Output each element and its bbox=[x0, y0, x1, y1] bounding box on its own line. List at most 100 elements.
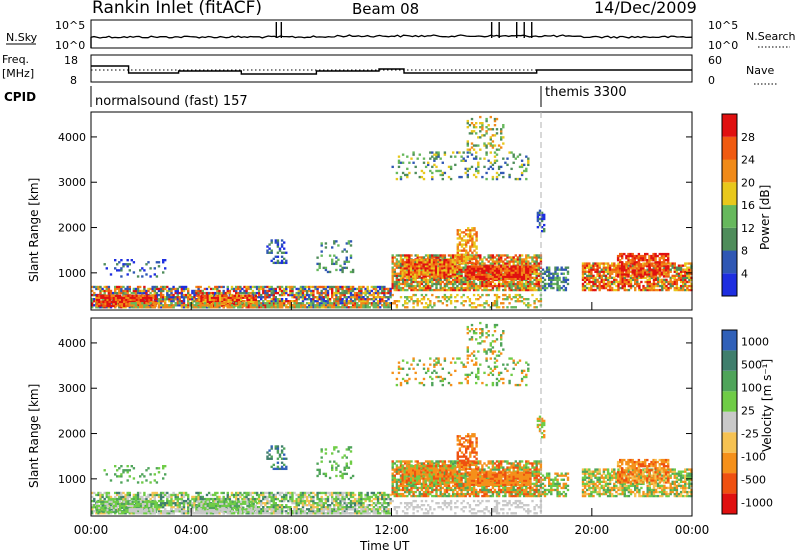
power-cell bbox=[520, 282, 524, 286]
power-cell bbox=[487, 269, 490, 272]
power-cell bbox=[445, 269, 448, 272]
power-cell bbox=[510, 269, 513, 272]
power-cell bbox=[447, 263, 450, 266]
power-cell bbox=[466, 144, 469, 147]
power-cell bbox=[466, 288, 469, 292]
power-cell bbox=[475, 255, 478, 258]
power-cell bbox=[152, 304, 155, 308]
power-cell bbox=[677, 286, 681, 290]
power-cell bbox=[510, 282, 513, 286]
power-cell bbox=[408, 161, 411, 164]
power-cell bbox=[441, 276, 444, 280]
velocity-cell bbox=[114, 497, 117, 501]
power-cell bbox=[150, 298, 153, 302]
power-cell bbox=[397, 282, 401, 286]
power-cell bbox=[536, 226, 540, 229]
power-cell bbox=[454, 155, 457, 158]
power-cell bbox=[684, 276, 687, 280]
power-cell bbox=[372, 304, 376, 307]
power-cell bbox=[491, 262, 495, 265]
power-cell bbox=[690, 282, 693, 286]
power-cell bbox=[341, 287, 344, 291]
power-cell bbox=[422, 161, 426, 164]
power-cell bbox=[153, 298, 156, 301]
power-cell bbox=[504, 267, 507, 270]
power-cell bbox=[404, 280, 407, 284]
power-cell bbox=[404, 284, 407, 288]
power-cell bbox=[472, 273, 476, 276]
power-cell bbox=[217, 294, 220, 297]
power-cell bbox=[233, 294, 237, 297]
power-cell bbox=[424, 306, 428, 309]
power-cell bbox=[341, 302, 344, 305]
power-cell bbox=[416, 271, 419, 274]
power-cell bbox=[453, 261, 457, 264]
power-cell bbox=[368, 289, 371, 293]
power-cell bbox=[502, 288, 505, 292]
power-cell bbox=[627, 275, 630, 278]
power-cell bbox=[239, 302, 242, 305]
power-cell bbox=[393, 274, 396, 278]
power-cell bbox=[409, 261, 413, 264]
power-cell bbox=[152, 294, 155, 297]
power-cell bbox=[157, 298, 161, 301]
power-cell bbox=[399, 175, 403, 179]
power-cell bbox=[422, 275, 425, 278]
power-cell bbox=[96, 302, 99, 306]
noise-sky-series bbox=[90, 34, 693, 39]
power-cell bbox=[512, 282, 515, 286]
power-colorbar-label: Power [dB] bbox=[758, 185, 772, 250]
power-cell bbox=[445, 261, 448, 264]
power-cell bbox=[479, 267, 482, 270]
power-cell bbox=[343, 285, 346, 289]
power-cell bbox=[266, 249, 269, 252]
power-cell bbox=[623, 288, 626, 292]
power-cell bbox=[278, 289, 282, 293]
power-cell bbox=[475, 284, 478, 288]
power-cell bbox=[237, 287, 240, 291]
power-cell bbox=[456, 274, 459, 278]
power-cell bbox=[393, 262, 396, 265]
power-cell bbox=[548, 270, 551, 273]
power-cell bbox=[439, 282, 442, 286]
power-cell bbox=[447, 282, 451, 286]
power-cell bbox=[351, 300, 355, 303]
power-cell bbox=[594, 276, 597, 280]
power-cell bbox=[136, 287, 140, 291]
power-cell bbox=[99, 302, 102, 305]
power-cell bbox=[399, 161, 403, 164]
power-cell bbox=[331, 246, 334, 249]
power-cell bbox=[356, 293, 359, 297]
power-cell bbox=[240, 296, 243, 299]
power-cell bbox=[537, 264, 540, 267]
power-cell bbox=[241, 291, 244, 295]
power-cell bbox=[462, 235, 466, 238]
power-cell bbox=[109, 291, 113, 295]
power-cell bbox=[456, 280, 459, 284]
cpid-segment-normalsound: normalsound (fast) 157 bbox=[95, 94, 248, 109]
power-cell bbox=[283, 302, 286, 305]
power-cell bbox=[393, 264, 396, 267]
power-cell bbox=[477, 144, 480, 147]
power-cell bbox=[407, 273, 411, 276]
power-cell bbox=[431, 288, 434, 292]
power-cell bbox=[433, 278, 436, 282]
power-cell bbox=[464, 264, 467, 267]
power-cell bbox=[533, 300, 536, 303]
power-cell bbox=[427, 288, 430, 292]
power-cell bbox=[520, 284, 524, 288]
power-cell bbox=[443, 278, 447, 282]
power-cell bbox=[108, 298, 111, 302]
power-cell bbox=[406, 288, 409, 292]
power-cell bbox=[679, 280, 683, 284]
power-cell bbox=[331, 293, 334, 297]
power-cell bbox=[472, 148, 476, 151]
power-cell bbox=[399, 254, 403, 257]
power-cell bbox=[533, 302, 536, 305]
power-cell bbox=[395, 282, 399, 286]
power-cell bbox=[506, 280, 509, 284]
power-cell bbox=[197, 293, 200, 297]
power-cell bbox=[539, 298, 543, 301]
power-cell bbox=[159, 306, 163, 309]
power-cell bbox=[671, 282, 674, 286]
